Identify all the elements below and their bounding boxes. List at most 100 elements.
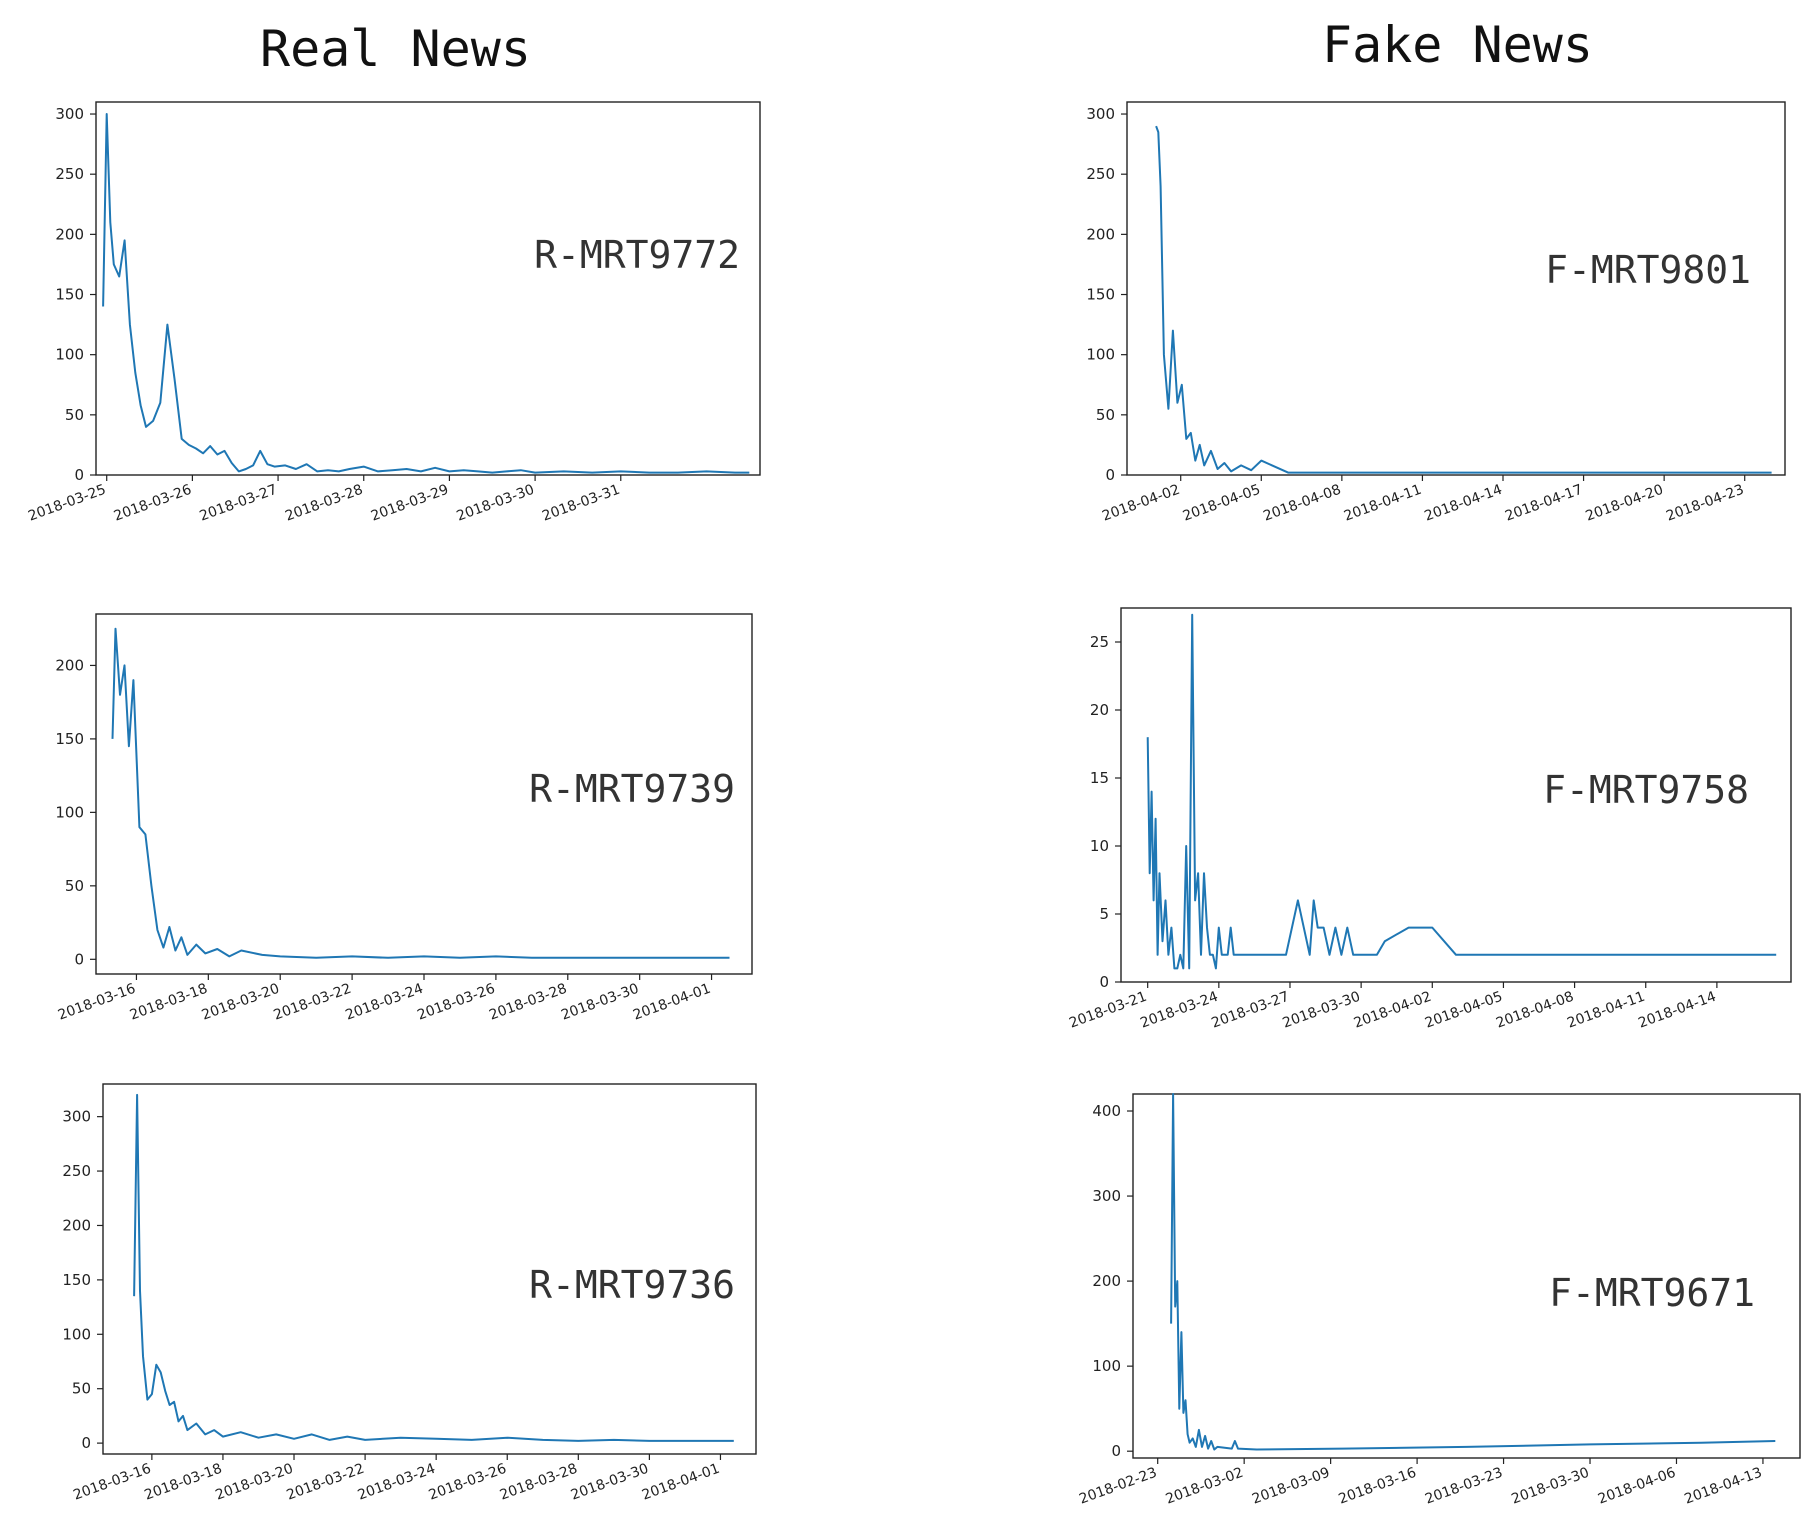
x-tick-label: 2018-03-16 [71, 1461, 153, 1504]
x-tick-label: 2018-04-05 [1423, 989, 1505, 1032]
x-tick-label: 2018-03-26 [427, 1461, 509, 1504]
x-tick-label: 2018-04-02 [1352, 989, 1434, 1032]
y-tick-label: 200 [1086, 225, 1115, 243]
x-tick-label: 2018-03-31 [540, 482, 622, 525]
y-tick-label: 0 [81, 1434, 91, 1452]
series-line [111, 627, 730, 959]
x-tick-label: 2018-03-09 [1250, 1465, 1332, 1508]
x-tick-label: 2018-03-21 [1067, 989, 1149, 1032]
y-tick-label: 25 [1090, 633, 1109, 651]
y-tick-label: 150 [55, 730, 84, 748]
series-line [1170, 1093, 1776, 1451]
y-tick-label: 150 [62, 1271, 91, 1289]
series-line [102, 113, 750, 474]
x-tick-label: 2018-03-25 [26, 482, 108, 525]
y-tick-label: 50 [65, 406, 84, 424]
x-tick-label: 2018-04-06 [1596, 1465, 1678, 1508]
x-tick-label: 2018-04-23 [1664, 482, 1746, 525]
y-tick-label: 0 [74, 466, 84, 484]
axes-frame [1120, 607, 1792, 983]
x-tick-label: 2018-04-08 [1261, 482, 1343, 525]
x-tick-label: 2018-04-05 [1181, 482, 1263, 525]
x-tick-label: 2018-03-16 [1337, 1465, 1419, 1508]
y-tick-label: 300 [55, 105, 84, 123]
x-tick-label: 2018-04-20 [1584, 482, 1666, 525]
chart-r-mrt9736: 0501001502002503002018-03-162018-03-1820… [62, 1083, 757, 1504]
x-tick-label: 2018-04-13 [1682, 1465, 1764, 1508]
chart-label: R-MRT9772 [534, 233, 740, 277]
y-tick-label: 5 [1099, 905, 1109, 923]
y-tick-label: 20 [1090, 701, 1109, 719]
x-tick-label: 2018-04-01 [640, 1461, 722, 1504]
x-tick-label: 2018-03-20 [200, 981, 282, 1024]
x-tick-label: 2018-03-18 [128, 981, 210, 1024]
y-tick-label: 100 [1086, 346, 1115, 364]
y-tick-label: 15 [1090, 769, 1109, 787]
y-tick-label: 300 [62, 1108, 91, 1126]
x-tick-label: 2018-03-28 [498, 1461, 580, 1504]
x-tick-label: 2018-04-08 [1494, 989, 1576, 1032]
axes-frame [1132, 1093, 1801, 1459]
x-tick-label: 2018-03-22 [285, 1461, 367, 1504]
x-tick-label: 2018-03-30 [559, 981, 641, 1024]
x-tick-label: 2018-03-28 [487, 981, 569, 1024]
y-tick-label: 200 [1092, 1272, 1121, 1290]
y-tick-label: 250 [55, 165, 84, 183]
chart-f-mrt9801: 0501001502002503002018-04-022018-04-0520… [1086, 101, 1786, 525]
x-tick-label: 2018-03-22 [272, 981, 354, 1024]
x-tick-label: 2018-03-24 [356, 1461, 438, 1504]
x-tick-label: 2018-03-27 [1209, 989, 1291, 1032]
y-tick-label: 100 [62, 1325, 91, 1343]
y-tick-label: 100 [1092, 1357, 1121, 1375]
x-tick-label: 2018-03-30 [1281, 989, 1363, 1032]
chart-label: F-MRT9758 [1543, 768, 1749, 812]
x-tick-label: 2018-03-26 [112, 482, 194, 525]
real-news-title: Real News [260, 20, 531, 78]
y-tick-label: 250 [1086, 165, 1115, 183]
y-tick-label: 0 [1111, 1442, 1121, 1460]
chart-label: R-MRT9736 [529, 1263, 735, 1307]
y-tick-label: 100 [55, 803, 84, 821]
chart-r-mrt9739: 0501001502002018-03-162018-03-182018-03-… [55, 613, 753, 1024]
y-tick-label: 250 [62, 1162, 91, 1180]
x-tick-label: 2018-04-01 [631, 981, 713, 1024]
series-line [1146, 613, 1777, 970]
series-line [1155, 125, 1772, 474]
x-tick-label: 2018-03-30 [455, 482, 537, 525]
chart-label: F-MRT9671 [1549, 1271, 1755, 1315]
x-tick-label: 2018-03-29 [369, 482, 451, 525]
x-tick-label: 2018-03-02 [1164, 1465, 1246, 1508]
x-tick-label: 2018-03-16 [56, 981, 138, 1024]
x-tick-label: 2018-03-30 [1509, 1465, 1591, 1508]
chart-label: F-MRT9801 [1545, 248, 1751, 292]
y-tick-label: 200 [55, 656, 84, 674]
y-tick-label: 50 [65, 877, 84, 895]
x-tick-label: 2018-03-20 [213, 1461, 295, 1504]
axes-frame [95, 101, 761, 476]
y-tick-label: 0 [1099, 973, 1109, 991]
x-tick-label: 2018-04-17 [1503, 482, 1585, 525]
y-tick-label: 200 [62, 1216, 91, 1234]
y-tick-label: 50 [72, 1380, 91, 1398]
x-tick-label: 2018-04-11 [1342, 482, 1424, 525]
x-tick-label: 2018-03-30 [569, 1461, 651, 1504]
x-tick-label: 2018-03-27 [197, 482, 279, 525]
x-tick-label: 2018-04-14 [1636, 989, 1718, 1032]
x-tick-label: 2018-04-14 [1422, 482, 1504, 525]
x-tick-label: 2018-03-24 [1138, 989, 1220, 1032]
y-tick-label: 10 [1090, 837, 1109, 855]
y-tick-label: 200 [55, 225, 84, 243]
fake-news-title: Fake News [1322, 16, 1593, 74]
x-tick-label: 2018-03-23 [1423, 1465, 1505, 1508]
x-tick-label: 2018-03-26 [415, 981, 497, 1024]
x-tick-label: 2018-02-23 [1077, 1465, 1159, 1508]
y-tick-label: 150 [1086, 286, 1115, 304]
series-line [133, 1093, 734, 1442]
x-tick-label: 2018-04-11 [1565, 989, 1647, 1032]
axes-frame [1126, 101, 1786, 476]
x-tick-label: 2018-03-18 [142, 1461, 224, 1504]
chart-label: R-MRT9739 [529, 767, 735, 811]
